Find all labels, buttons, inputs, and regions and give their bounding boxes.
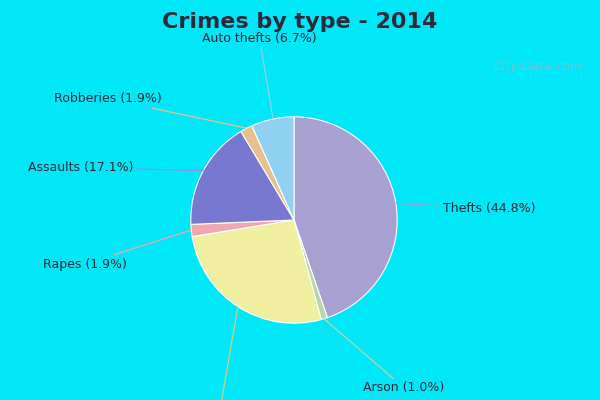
Wedge shape (191, 132, 294, 224)
Wedge shape (294, 220, 328, 320)
Text: Crimes by type - 2014: Crimes by type - 2014 (163, 12, 437, 32)
Wedge shape (241, 126, 294, 220)
Wedge shape (252, 117, 294, 220)
Text: Arson (1.0%): Arson (1.0%) (324, 319, 445, 394)
Text: Assaults (17.1%): Assaults (17.1%) (28, 161, 203, 174)
Text: Auto thefts (6.7%): Auto thefts (6.7%) (202, 32, 317, 119)
Text: City-Data.com: City-Data.com (493, 60, 582, 73)
Wedge shape (192, 220, 321, 323)
Text: Burglaries (26.7%): Burglaries (26.7%) (160, 307, 277, 400)
Wedge shape (294, 117, 397, 318)
Text: Robberies (1.9%): Robberies (1.9%) (55, 92, 247, 128)
Text: Thefts (44.8%): Thefts (44.8%) (396, 202, 536, 216)
Wedge shape (191, 220, 294, 237)
Text: Rapes (1.9%): Rapes (1.9%) (43, 230, 191, 270)
